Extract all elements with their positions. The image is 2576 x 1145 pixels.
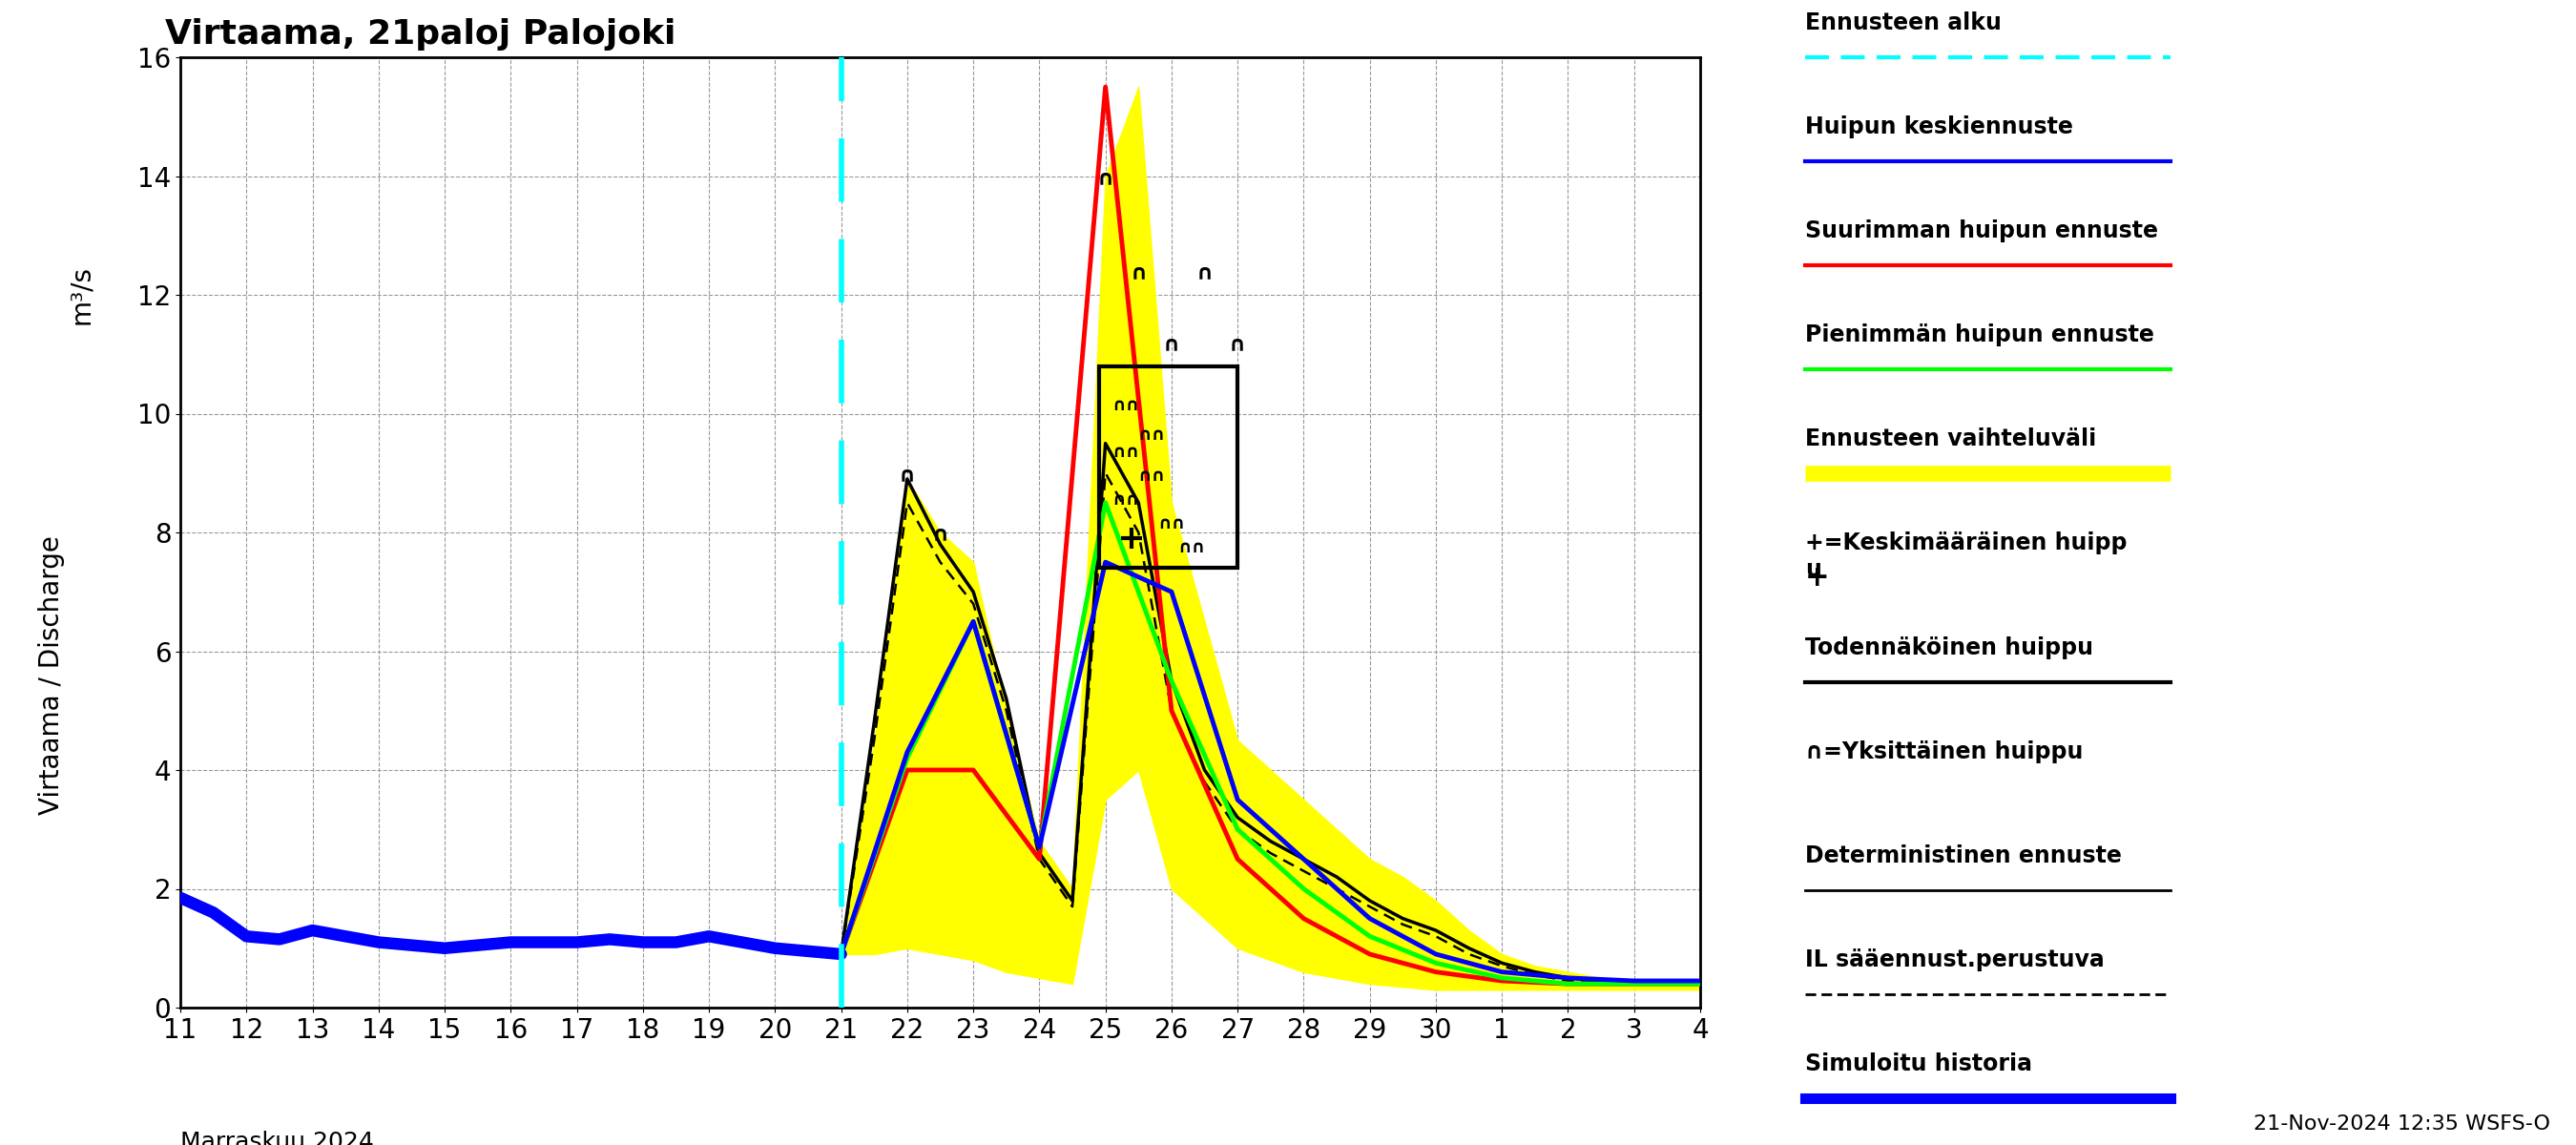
Text: Todennäköinen huippu: Todennäköinen huippu: [1806, 635, 2094, 658]
Text: +​=Keskimääräinen huipp
u: +​=Keskimääräinen huipp u: [1806, 532, 2128, 582]
Text: ∩: ∩: [933, 526, 948, 544]
Text: ∩: ∩: [1097, 168, 1113, 188]
Text: ∩∩: ∩∩: [1139, 426, 1167, 443]
Text: ∩: ∩: [1229, 335, 1247, 354]
Text: Ennusteen vaihteluväli: Ennusteen vaihteluväli: [1806, 428, 2097, 451]
Text: ∩∩: ∩∩: [1177, 539, 1206, 556]
Text: ∩=Yksittäinen huippu: ∩=Yksittäinen huippu: [1806, 740, 2084, 763]
Text: Marraskuu 2024
November: Marraskuu 2024 November: [180, 1131, 374, 1145]
Text: Deterministinen ennuste: Deterministinen ennuste: [1806, 844, 2123, 867]
Text: ∩∩: ∩∩: [1139, 467, 1167, 484]
Text: ∩∩: ∩∩: [1110, 491, 1139, 508]
Text: ∩: ∩: [1131, 263, 1146, 283]
Text: Virtaama, 21paloj Palojoki: Virtaama, 21paloj Palojoki: [165, 18, 675, 50]
Text: Huipun keskiennuste: Huipun keskiennuste: [1806, 116, 2074, 139]
Text: ∩: ∩: [899, 466, 917, 484]
Text: ∩∩: ∩∩: [1110, 396, 1139, 413]
Text: ∩∩: ∩∩: [1110, 444, 1139, 461]
Text: Ennusteen alku: Ennusteen alku: [1806, 11, 2002, 34]
Text: 21-Nov-2024 12:35 WSFS-O: 21-Nov-2024 12:35 WSFS-O: [2254, 1114, 2550, 1134]
Text: Virtaama / Discharge: Virtaama / Discharge: [39, 535, 64, 815]
Text: Suurimman huipun ennuste: Suurimman huipun ennuste: [1806, 220, 2159, 243]
Text: +: +: [1806, 563, 1829, 592]
Bar: [1100, 366, 1236, 568]
Text: Pienimmän huipun ennuste: Pienimmän huipun ennuste: [1806, 324, 2154, 347]
Text: ∩: ∩: [1195, 263, 1213, 283]
Text: IL sääennust.perustuva: IL sääennust.perustuva: [1806, 948, 2105, 971]
Text: m³/s: m³/s: [67, 266, 95, 324]
Text: ∩: ∩: [1162, 335, 1180, 354]
Text: ∩∩: ∩∩: [1157, 515, 1185, 532]
Text: Simuloitu historia: Simuloitu historia: [1806, 1052, 2032, 1075]
